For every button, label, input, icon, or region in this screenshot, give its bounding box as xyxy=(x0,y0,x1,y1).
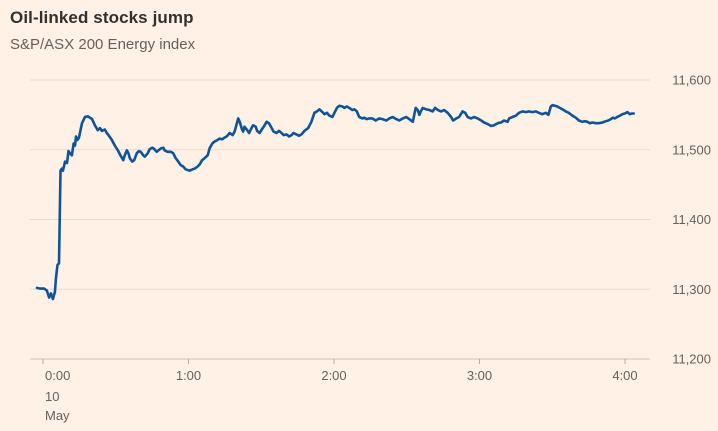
chart-title: Oil-linked stocks jump xyxy=(10,8,194,27)
x-axis-tick-label: 3:00 xyxy=(467,368,492,383)
y-axis-tick-label: 11,500 xyxy=(672,142,711,157)
y-axis-tick-label: 11,400 xyxy=(672,212,711,227)
x-axis-date-label: 10 xyxy=(45,389,59,404)
y-axis-tick-label: 11,300 xyxy=(672,282,711,297)
y-axis-tick-label: 11,200 xyxy=(672,352,711,367)
x-axis-tick-label: 1:00 xyxy=(176,368,201,383)
y-axis-tick-label: 11,600 xyxy=(672,73,711,88)
x-axis-date-label: May xyxy=(45,408,70,423)
x-axis-tick-label: 0:00 xyxy=(45,368,70,383)
x-axis-tick-label: 2:00 xyxy=(321,368,346,383)
index-line-series xyxy=(35,103,636,301)
x-axis-tick-label: 4:00 xyxy=(612,368,637,383)
chart-subtitle: S&P/ASX 200 Energy index xyxy=(10,36,196,53)
